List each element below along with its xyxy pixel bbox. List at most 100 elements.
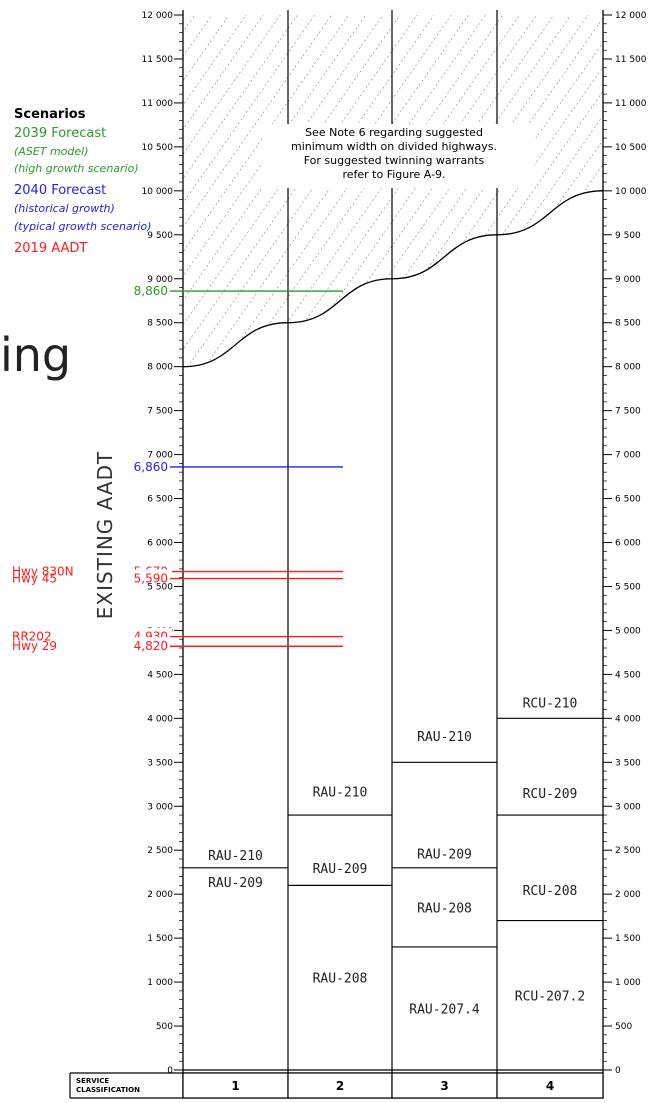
class-label-rau-209: RAU-209 [313,862,368,877]
legend-2040-sub1: (historical growth) [14,202,115,215]
y-tick-label-right: 4 500 [615,670,641,680]
ref-value-4820: 4,820 [134,639,168,653]
y-tick-label-right: 12 000 [615,11,647,21]
ref-value-8860: 8,860 [134,284,168,298]
y-tick-label-left: 9 500 [147,231,173,241]
y-tick-label-right: 3 000 [615,802,641,812]
class-label-rcu-209: RCU-209 [523,787,578,802]
legend-title: Scenarios [14,107,86,122]
y-tick-label-left: 4 000 [147,714,173,724]
y-tick-label-right: 9 500 [615,231,641,241]
note-line-1: See Note 6 regarding suggested [305,126,483,139]
y-tick-label-right: 5 500 [615,582,641,592]
class-label-rau-209: RAU-209 [417,848,472,863]
y-tick-label-left: 2 000 [147,890,173,900]
class-label-rau-210: RAU-210 [208,849,263,864]
y-tick-label-right: 3 500 [615,758,641,768]
y-tick-label-right: 8 000 [615,363,641,373]
class-label-rau-210: RAU-210 [417,730,472,745]
legend-2039-sub2: (high growth scenario) [14,162,139,175]
y-tick-label-right: 5 000 [615,626,641,636]
y-axis-label: EXISTING AADT [93,451,117,619]
class-label-rau-208: RAU-208 [313,972,368,987]
legend-2039-sub1: (ASET model) [14,145,89,158]
class-label-rau-210: RAU-210 [313,785,368,800]
legend-2040-sub2: (typical growth scenario) [14,220,151,233]
y-tick-label-left: 1 500 [147,934,173,944]
y-tick-label-left: 10 500 [142,143,174,153]
y-tick-label-left: 3 000 [147,802,173,812]
legend: Scenarios 2039 Forecast (ASET model) (hi… [14,107,151,256]
y-tick-label-right: 500 [615,1022,632,1032]
ref-highway-hwy-45: Hwy 45 [12,572,57,586]
column-cell-2 [287,1072,393,1099]
page-fragment-text: ing [0,328,71,382]
legend-2040-forecast: 2040 Forecast [14,183,106,198]
ref-label-bg [122,637,172,650]
y-tick-label-right: 8 500 [615,319,641,329]
ref-value-6860: 6,860 [134,460,168,474]
y-tick-label-right: 9 000 [615,275,641,285]
y-tick-label-left: 10 000 [142,187,174,197]
y-tick-label-left: 1 000 [147,978,173,988]
y-tick-label-left: 8 500 [147,319,173,329]
ref-highway-hwy-830n: Hwy 830N [12,565,74,579]
note-text: See Note 6 regarding suggested minimum w… [262,124,534,188]
class-label-rcu-208: RCU-208 [523,884,578,899]
y-tick-label-left: 5 500 [147,582,173,592]
y-tick-label-right: 1 500 [615,934,641,944]
hatched-region [182,15,604,368]
note-line-3: For suggested twinning warrants [304,154,485,167]
class-label-rau-208: RAU-208 [417,901,472,916]
column-number-4: 4 [546,1079,554,1093]
y-tick-label-left: 9 000 [147,275,173,285]
y-tick-label-left: 6 000 [147,539,173,549]
y-tick-label-right: 11 500 [615,55,647,65]
y-tick-label-left: 4 500 [147,670,173,680]
class-label-rau-209: RAU-209 [208,876,263,891]
ref-value-5590: 5,590 [134,572,168,586]
y-tick-label-left: 11 000 [142,99,174,109]
y-tick-label-left: 7 000 [147,451,173,461]
x-header-line-1: SERVICE [76,1077,109,1085]
y-tick-label-right: 7 000 [615,451,641,461]
note-line-4: refer to Figure A-9. [342,168,445,181]
y-tick-label-left: 8 000 [147,363,173,373]
ref-label-bg [122,569,172,582]
y-tick-label-right: 6 000 [615,539,641,549]
column-number-2: 2 [336,1079,344,1093]
legend-2019-aadt: 2019 AADT [14,241,87,256]
note-line-2: minimum width on divided highways. [291,140,497,153]
y-tick-label-left: 3 500 [147,758,173,768]
ref-highway-rr202: RR202 [12,630,52,644]
y-tick-label-left: 11 500 [142,55,174,65]
hatch-fill [183,15,603,367]
y-tick-label-right: 7 500 [615,407,641,417]
class-label-rau-207.4: RAU-207.4 [409,1002,480,1017]
y-tick-label-left: 2 500 [147,846,173,856]
y-tick-label-right: 0 [615,1066,621,1076]
class-label-rcu-207.2: RCU-207.2 [515,989,585,1004]
y-tick-label-left: 500 [156,1022,173,1032]
y-tick-label-right: 2 500 [615,846,641,856]
column-number-3: 3 [440,1079,448,1093]
column-number-1: 1 [231,1079,239,1093]
x-header-line-2: CLASSIFICATION [76,1086,140,1094]
y-tick-label-right: 6 500 [615,495,641,505]
class-label-rcu-210: RCU-210 [523,697,578,712]
y-axis-ticks: 0 0 500 500 1 000 1 000 1 500 1 500 2 000 2 000 2 … [142,11,647,1076]
y-tick-label-right: 1 000 [615,978,641,988]
y-tick-label-left: 7 500 [147,407,173,417]
y-tick-label-right: 11 000 [615,99,647,109]
y-tick-label-left: 0 [167,1066,173,1076]
legend-2039-forecast: 2039 Forecast [14,126,106,141]
service-classification-row: SERVICE CLASSIFICATION 1 2 3 4 [76,1072,604,1099]
ref-label-bg [122,627,172,640]
y-tick-label-right: 10 000 [615,187,647,197]
ref-label-bg [122,457,172,470]
y-tick-label-left: 6 500 [147,495,173,505]
y-tick-label-right: 10 500 [615,143,647,153]
column-cell-4 [496,1072,604,1099]
